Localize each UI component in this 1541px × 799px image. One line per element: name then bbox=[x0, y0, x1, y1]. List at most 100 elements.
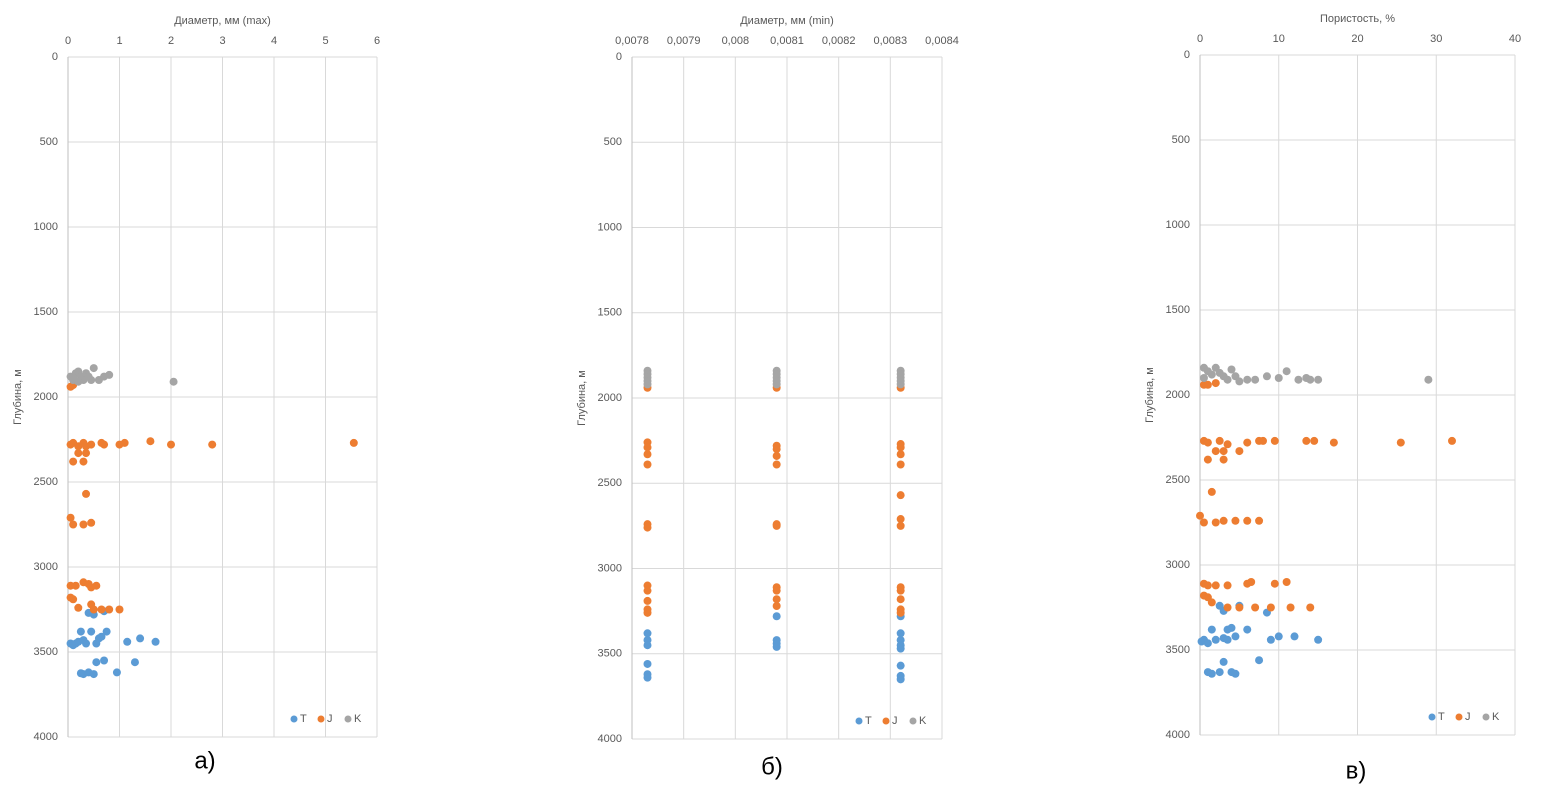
data-point bbox=[1203, 380, 1212, 389]
legend-label: J bbox=[892, 715, 898, 727]
legend-marker bbox=[855, 717, 863, 725]
y-tick-label: 1000 bbox=[34, 221, 58, 233]
data-point bbox=[1207, 669, 1216, 678]
data-point bbox=[772, 460, 781, 469]
data-point bbox=[1314, 635, 1323, 644]
caption: а) bbox=[194, 747, 215, 774]
data-point bbox=[136, 634, 145, 643]
x-tick-label: 0,0084 bbox=[925, 35, 959, 47]
data-point bbox=[74, 603, 83, 612]
legend-marker bbox=[882, 717, 890, 725]
data-point bbox=[1306, 375, 1315, 384]
legend-marker bbox=[909, 717, 917, 725]
data-point bbox=[1203, 455, 1212, 464]
data-point bbox=[76, 627, 85, 636]
data-point bbox=[69, 520, 78, 529]
data-point bbox=[1259, 436, 1267, 445]
data-point bbox=[1203, 438, 1212, 447]
legend-label: T bbox=[1438, 711, 1445, 723]
y-tick-label: 4000 bbox=[34, 731, 58, 743]
data-point bbox=[92, 658, 101, 667]
data-point bbox=[643, 659, 652, 668]
x-tick-label: 0,0081 bbox=[770, 35, 804, 47]
y-tick-label: 1500 bbox=[598, 307, 622, 319]
data-point bbox=[87, 440, 96, 449]
data-point bbox=[349, 438, 358, 447]
data-point bbox=[69, 457, 78, 466]
data-point bbox=[69, 595, 78, 604]
chart-panel: 0 10 20 30 40 0 500 1000 1500 2000 2500 3000 3500 400… bbox=[1144, 13, 1521, 784]
x-tick-label: 0 bbox=[1197, 33, 1203, 45]
data-point bbox=[772, 521, 781, 530]
data-point bbox=[643, 629, 652, 638]
data-point bbox=[87, 627, 96, 636]
data-point bbox=[1290, 632, 1299, 641]
data-point bbox=[1219, 455, 1228, 464]
data-point bbox=[1235, 603, 1244, 612]
chart-panel: 0,0078 0,0079 0,008 0,0081 0,0082 0,0083 0,008… bbox=[576, 15, 959, 780]
x-tick-label: 40 bbox=[1509, 33, 1521, 45]
data-point bbox=[169, 377, 178, 386]
data-point bbox=[79, 457, 88, 466]
legend-marker bbox=[1428, 713, 1436, 721]
y-tick-label: 500 bbox=[40, 136, 58, 148]
data-point bbox=[1310, 436, 1319, 445]
data-point bbox=[1211, 581, 1220, 590]
data-point bbox=[1223, 581, 1232, 590]
x-tick-label: 4 bbox=[271, 35, 277, 47]
caption: в) bbox=[1346, 757, 1367, 784]
data-point bbox=[97, 605, 106, 614]
y-tick-label: 3500 bbox=[34, 646, 58, 658]
x-tick-label: 5 bbox=[322, 35, 328, 47]
data-point bbox=[1274, 374, 1283, 382]
data-point bbox=[1282, 367, 1291, 376]
legend-marker bbox=[344, 715, 352, 723]
data-point bbox=[100, 656, 109, 665]
data-point bbox=[1211, 518, 1220, 527]
data-point bbox=[896, 608, 905, 617]
data-point bbox=[1227, 365, 1236, 374]
data-point bbox=[66, 513, 75, 522]
data-point bbox=[896, 521, 905, 530]
y-tick-label: 3000 bbox=[598, 562, 622, 574]
y-tick-label: 1000 bbox=[598, 221, 622, 233]
data-point bbox=[102, 627, 111, 636]
data-point bbox=[772, 602, 781, 611]
x-tick-label: 6 bbox=[374, 35, 380, 47]
y-tick-label: 0 bbox=[1184, 49, 1190, 61]
data-point bbox=[97, 632, 106, 641]
data-point bbox=[82, 639, 91, 648]
data-point bbox=[1251, 603, 1260, 612]
data-point bbox=[1207, 625, 1216, 634]
data-point bbox=[1262, 372, 1271, 381]
y-tick-label: 4000 bbox=[1166, 729, 1190, 741]
y-tick-label: 1000 bbox=[1166, 219, 1190, 231]
data-point bbox=[772, 586, 781, 595]
data-point bbox=[1255, 516, 1264, 525]
y-tick-label: 0 bbox=[52, 51, 58, 63]
legend-label: K bbox=[919, 715, 927, 727]
data-point bbox=[1270, 579, 1279, 588]
data-point bbox=[1396, 438, 1405, 447]
x-tick-label: 0,0078 bbox=[615, 35, 649, 47]
x-tick-label: 3 bbox=[219, 35, 225, 47]
data-point bbox=[643, 380, 652, 389]
y-tick-label: 2000 bbox=[1166, 389, 1190, 401]
data-point bbox=[1255, 656, 1264, 665]
y-tick-label: 2500 bbox=[598, 477, 622, 489]
data-point bbox=[772, 451, 781, 460]
data-point bbox=[76, 669, 85, 678]
data-point bbox=[130, 658, 139, 667]
y-tick-label: 4000 bbox=[598, 733, 622, 745]
data-point bbox=[772, 445, 781, 454]
data-point bbox=[112, 668, 121, 677]
x-tick-label: 20 bbox=[1351, 33, 1363, 45]
data-point bbox=[1235, 447, 1244, 456]
data-point bbox=[1266, 635, 1275, 644]
data-point bbox=[1243, 625, 1252, 634]
data-point bbox=[1223, 635, 1232, 644]
data-point bbox=[896, 491, 905, 500]
y-axis-title: Глубина, м bbox=[576, 370, 588, 426]
data-point bbox=[105, 370, 114, 379]
